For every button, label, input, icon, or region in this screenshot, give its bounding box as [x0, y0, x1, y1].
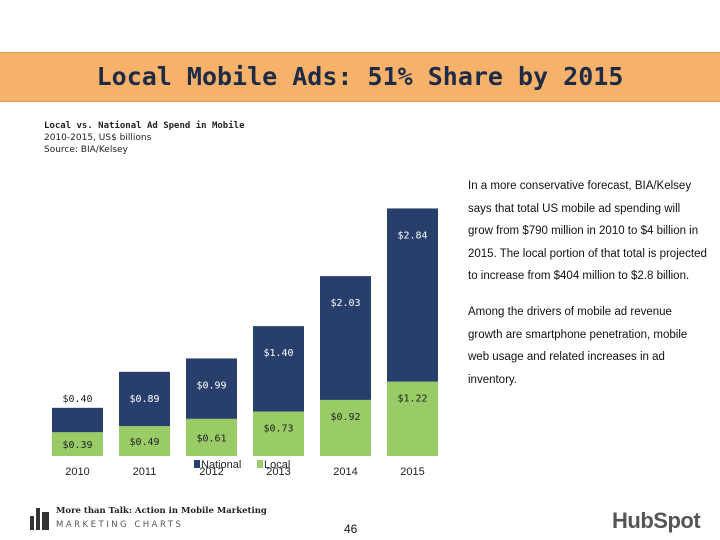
national-bar-2012 — [186, 358, 237, 419]
page-number: 46 — [344, 522, 358, 536]
legend-label-national: National — [201, 459, 241, 471]
x-tick-label-2014: 2014 — [333, 466, 357, 478]
footer-tagline: More than Talk: Action in Mobile Marketi… — [56, 506, 267, 516]
national-bar-2014 — [320, 276, 371, 400]
forecast-note: In a more conservative forecast, BIA/Kel… — [468, 175, 708, 391]
national-value-label-2015: $2.84 — [397, 230, 427, 241]
national-value-label-2011: $0.89 — [129, 394, 159, 405]
x-tick-label-2010: 2010 — [65, 466, 89, 478]
national-value-label-2010: $0.40 — [62, 394, 92, 405]
note-paragraph-1: In a more conservative forecast, BIA/Kel… — [468, 180, 707, 283]
x-tick-label-2012: 2012 — [199, 466, 223, 478]
note-paragraph-2: Among the drivers of mobile ad revenue g… — [468, 305, 688, 386]
local-value-label-2012: $0.61 — [196, 433, 226, 444]
national-bar-2013 — [253, 326, 304, 412]
bar-chart-logo-icon — [30, 508, 50, 530]
local-value-label-2014: $0.92 — [330, 412, 360, 423]
national-value-label-2013: $1.40 — [263, 348, 293, 359]
national-value-label-2012: $0.99 — [196, 380, 226, 391]
legend-label-local: Local — [264, 459, 290, 471]
chart-header: Local vs. National Ad Spend in Mobile 20… — [44, 120, 244, 156]
national-bar-2011 — [119, 371, 170, 427]
title-banner: Local Mobile Ads: 51% Share by 2015 — [0, 52, 720, 102]
footer-brand-name: MARKETING CHARTS — [56, 520, 184, 530]
local-bar-2011 — [119, 426, 170, 456]
local-value-label-2013: $0.73 — [263, 423, 293, 434]
local-value-label-2011: $0.49 — [129, 437, 159, 448]
slide-title: Local Mobile Ads: 51% Share by 2015 — [96, 62, 624, 91]
chart-subtitle: 2010-2015, US$ billions — [44, 133, 152, 143]
x-tick-label-2013: 2013 — [266, 466, 290, 478]
legend-swatch-local — [257, 460, 263, 468]
chart-title: Local vs. National Ad Spend in Mobile — [44, 121, 245, 131]
local-bar-2013 — [253, 411, 304, 456]
hubspot-logo: HubSpot — [612, 508, 701, 534]
national-value-label-2014: $2.03 — [330, 298, 360, 309]
x-tick-label-2015: 2015 — [400, 466, 424, 478]
national-bar-2010 — [52, 407, 103, 433]
national-bar-2015 — [387, 208, 438, 382]
legend-swatch-national — [194, 460, 200, 468]
local-value-label-2015: $1.22 — [397, 394, 427, 405]
x-tick-label-2011: 2011 — [133, 466, 157, 478]
local-value-label-2010: $0.39 — [62, 440, 92, 451]
local-bar-2014 — [320, 399, 371, 456]
local-bar-2010 — [52, 432, 103, 456]
chart-source: Source: BIA/Kelsey — [44, 145, 128, 155]
hubspot-logo-text: HubSpot — [612, 508, 701, 533]
local-bar-2015 — [387, 381, 438, 456]
local-bar-2012 — [186, 418, 237, 456]
